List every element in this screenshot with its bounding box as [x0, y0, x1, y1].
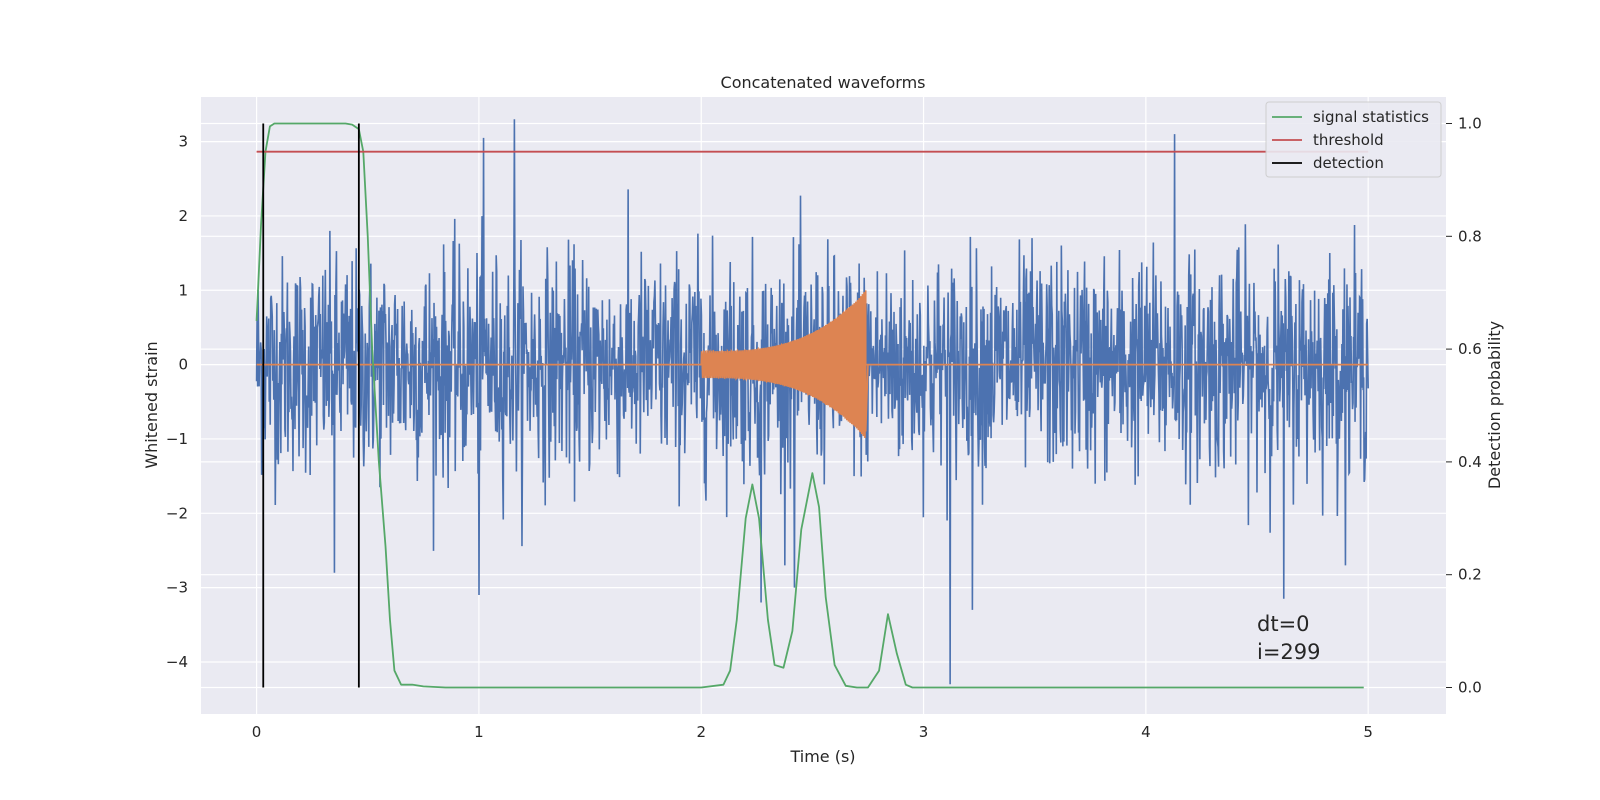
- chart-title: Concatenated waveforms: [721, 73, 926, 92]
- x-tick-label: 2: [696, 723, 706, 741]
- x-tick-label: 4: [1141, 723, 1151, 741]
- y2-tick-label: 0.6: [1458, 340, 1482, 358]
- y-tick-label: −2: [166, 504, 188, 522]
- legend-label-detection: detection: [1313, 154, 1384, 172]
- annotation-dt: dt=0: [1257, 612, 1310, 636]
- legend-box: [1265, 101, 1442, 178]
- y2-tick-label: 1.0: [1458, 115, 1482, 133]
- tick-labels: 0 1 2 3 4 5 3 2 1 0 −1 −2 −3 −4 1.0 0.8 0.6 0.4 0.2 0.0: [166, 115, 1482, 741]
- y-tick-label: 0: [178, 356, 188, 374]
- y-tick-label: −4: [166, 653, 188, 671]
- x-tick-label: 5: [1363, 723, 1373, 741]
- y2-tick-label: 0.0: [1458, 678, 1482, 696]
- x-tick-label: 1: [474, 723, 484, 741]
- y2-tick-label: 0.4: [1458, 453, 1482, 471]
- series-overlay: [255, 122, 1369, 689]
- y2-tick-label: 0.2: [1458, 566, 1482, 584]
- y-axis-label: Whitened strain: [142, 341, 161, 468]
- x-axis-label: Time (s): [789, 747, 855, 766]
- y-tick-label: 2: [178, 207, 188, 225]
- x-tick-label: 0: [252, 723, 262, 741]
- y-tick-label: 1: [178, 281, 188, 299]
- y-tick-label: 3: [178, 133, 188, 151]
- signal-statistics-line: [255, 122, 1364, 689]
- y-tick-label: −3: [166, 579, 188, 597]
- annotation-i: i=299: [1257, 640, 1321, 664]
- y2-axis-label: Detection probability: [1485, 321, 1504, 489]
- legend-label-signal-statistics: signal statistics: [1313, 108, 1429, 126]
- y2-tick-label: 0.8: [1458, 227, 1482, 245]
- legend: signal statistics threshold detection: [1265, 101, 1442, 178]
- series-injection: [256, 290, 1369, 439]
- injection-line: [700, 290, 869, 439]
- y-tick-label: −1: [166, 430, 188, 448]
- legend-label-threshold: threshold: [1313, 131, 1384, 149]
- x-tick-label: 3: [919, 723, 929, 741]
